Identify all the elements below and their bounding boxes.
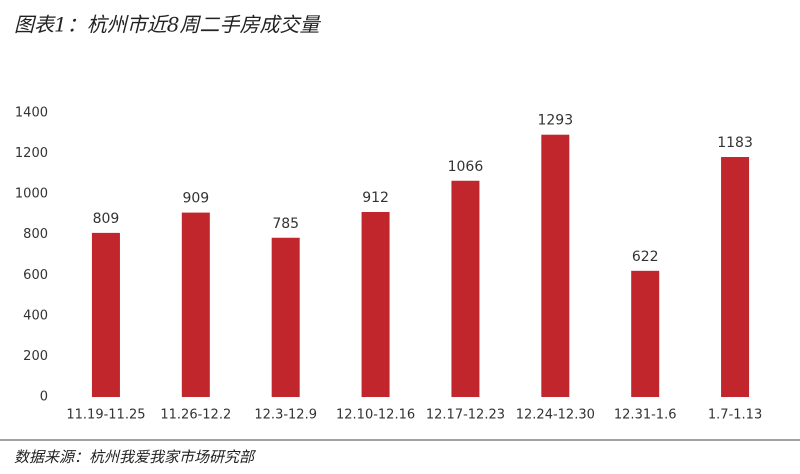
- bar: [541, 134, 570, 397]
- y-tick-label: 800: [23, 227, 48, 242]
- x-tick-label: 11.26-12.2: [160, 408, 231, 423]
- bar: [271, 237, 300, 397]
- value-label: 912: [362, 190, 389, 206]
- y-tick-label: 1400: [15, 106, 48, 121]
- y-tick-label: 400: [23, 308, 48, 323]
- x-tick-label: 1.7-1.13: [708, 408, 762, 423]
- bar: [361, 211, 390, 397]
- value-label: 1066: [448, 159, 484, 175]
- source: 数据来源：杭州我爱我家市场研究部: [14, 448, 257, 466]
- x-tick-label: 12.24-12.30: [516, 408, 595, 423]
- value-label: 909: [182, 191, 209, 207]
- value-label: 1183: [717, 135, 753, 151]
- value-label: 785: [272, 216, 299, 232]
- x-tick-label: 12.31-1.6: [614, 408, 677, 423]
- value-label: 1293: [537, 113, 573, 129]
- bar: [181, 212, 210, 397]
- chart-title: 图表1：杭州市近8周二手房成交量: [14, 13, 321, 37]
- x-tick-label: 12.17-12.23: [426, 408, 505, 423]
- x-tick-label: 12.3-12.9: [254, 408, 317, 423]
- value-label: 809: [93, 211, 120, 227]
- x-tick-label: 11.19-11.25: [66, 408, 145, 423]
- y-tick-label: 1000: [15, 187, 48, 202]
- y-tick-label: 200: [23, 349, 48, 364]
- x-tick-label: 12.10-12.16: [336, 408, 415, 423]
- value-label: 622: [632, 249, 659, 265]
- bar: [721, 157, 750, 397]
- bar: [631, 270, 660, 397]
- bar: [451, 180, 480, 397]
- y-tick-label: 1200: [15, 146, 48, 161]
- y-tick-label: 0: [40, 390, 48, 405]
- bar: [91, 232, 120, 397]
- y-tick-label: 600: [23, 268, 48, 283]
